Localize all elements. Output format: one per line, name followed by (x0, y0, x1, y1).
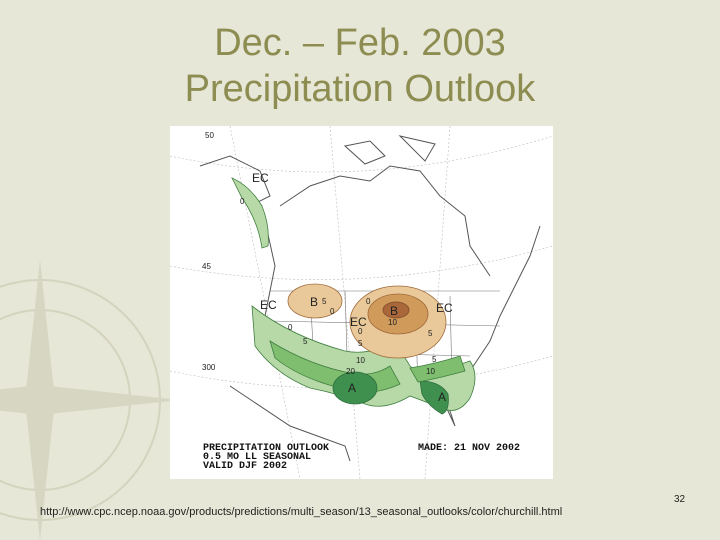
slide-title: Dec. – Feb. 2003 Precipitation Outlook (0, 20, 720, 112)
ec-label-west: EC (260, 298, 277, 312)
above-normal-areas (231, 177, 476, 415)
compass-rose-decoration (0, 260, 180, 540)
map-caption: PRECIPITATION OUTLOOK 0.5 MO LL SEASONAL… (203, 443, 520, 472)
a-label-texas: A (348, 381, 356, 395)
contour-label: 5 (432, 355, 437, 364)
ec-label-alaska: EC (252, 171, 269, 185)
contour-label: 10 (388, 318, 397, 327)
contour-label: 5 (303, 337, 308, 346)
caption-made-date: MADE: 21 NOV 2002 (418, 443, 520, 454)
caption-line-3: VALID DJF 2002 (203, 461, 287, 472)
contour-label: 5 (322, 297, 327, 306)
below-normal-areas (287, 283, 447, 359)
contour-label: 0 (288, 323, 293, 332)
title-line-2: Precipitation Outlook (184, 68, 536, 110)
b-label-north-plains: B (310, 295, 318, 309)
lat-label: 300 (202, 363, 216, 372)
contour-label: 10 (356, 356, 365, 365)
source-url: http://www.cpc.ncep.noaa.gov/products/pr… (40, 506, 563, 518)
a-label-florida: A (438, 390, 446, 404)
ec-label-central: EC (350, 315, 367, 329)
contour-label: 0 (330, 307, 335, 316)
b-label-great-lakes: B (390, 304, 398, 318)
contour-label: 5 (358, 339, 363, 348)
contour-labels: 0 5 0 0 10 5 0 5 0 5 10 20 5 10 (240, 197, 437, 376)
contour-label: 0 (240, 197, 245, 206)
contour-label: 10 (426, 367, 435, 376)
lat-label: 45 (202, 262, 211, 271)
contour-label: 0 (358, 327, 363, 336)
contour-label: 20 (346, 367, 355, 376)
caption-line-1: PRECIPITATION OUTLOOK (203, 443, 329, 454)
contour-label: 0 (366, 297, 371, 306)
contour-label: 5 (428, 329, 433, 338)
slide-number: 32 (674, 494, 686, 505)
caption-line-2: 0.5 MO LL SEASONAL (203, 452, 311, 463)
title-line-1: Dec. – Feb. 2003 (214, 22, 506, 64)
precipitation-outlook-map: EC EC EC EC B B A A 0 5 0 0 10 5 0 5 0 5… (170, 126, 553, 479)
lat-label: 50 (205, 131, 214, 140)
ec-label-east: EC (436, 301, 453, 315)
map-svg: EC EC EC EC B B A A 0 5 0 0 10 5 0 5 0 5… (170, 126, 553, 479)
